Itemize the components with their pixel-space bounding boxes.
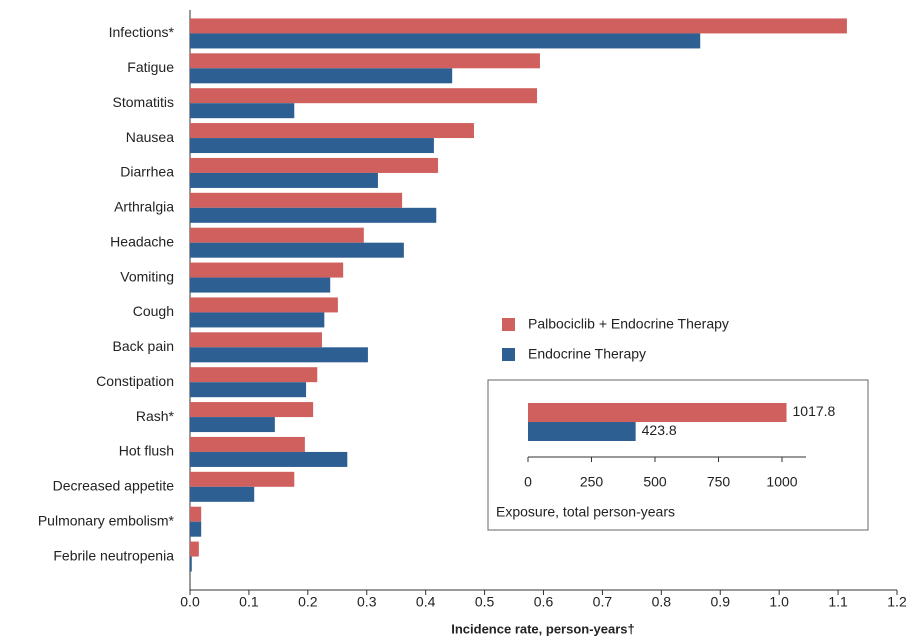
bar bbox=[190, 297, 338, 313]
category-label: Vomiting bbox=[120, 268, 174, 284]
bar bbox=[190, 68, 453, 84]
bar bbox=[190, 242, 404, 258]
bar bbox=[528, 403, 787, 422]
bar bbox=[190, 451, 348, 467]
bar bbox=[190, 347, 368, 363]
legend-label: Palbociclib + Endocrine Therapy bbox=[528, 316, 729, 332]
category-label: Rash* bbox=[136, 408, 175, 424]
bar bbox=[190, 157, 439, 173]
category-label: Stomatitis bbox=[113, 94, 174, 110]
category-label: Arthralgia bbox=[114, 199, 174, 215]
bar bbox=[528, 422, 636, 441]
bar bbox=[190, 541, 199, 557]
category-label: Back pain bbox=[113, 338, 174, 354]
value-label: 1017.8 bbox=[793, 403, 836, 419]
bar bbox=[190, 262, 344, 278]
bar bbox=[190, 486, 255, 502]
x-tick-label: 0.2 bbox=[298, 594, 318, 610]
bar bbox=[190, 382, 307, 398]
x-tick-label: 0.7 bbox=[593, 594, 613, 610]
bar bbox=[190, 312, 325, 328]
category-label: Febrile neutropenia bbox=[53, 547, 174, 563]
bar bbox=[190, 277, 331, 293]
legend-label: Endocrine Therapy bbox=[528, 346, 646, 362]
bar bbox=[190, 192, 403, 208]
bar bbox=[190, 436, 305, 452]
x-axis-label: Exposure, total person-years bbox=[496, 504, 675, 520]
bar bbox=[190, 103, 295, 119]
category-label: Decreased appetite bbox=[53, 478, 175, 494]
x-tick-label: 1.0 bbox=[769, 594, 789, 610]
x-tick-label: 0.3 bbox=[357, 594, 377, 610]
bar bbox=[190, 402, 314, 418]
category-label: Nausea bbox=[126, 129, 174, 145]
bar bbox=[190, 521, 202, 537]
x-tick-label: 750 bbox=[707, 474, 731, 490]
bar bbox=[190, 18, 847, 34]
category-label: Pulmonary embolism* bbox=[38, 512, 175, 528]
bar bbox=[190, 88, 538, 104]
bar bbox=[190, 53, 540, 69]
x-tick-label: 0.1 bbox=[239, 594, 259, 610]
category-label: Headache bbox=[110, 233, 174, 249]
x-tick-label: 0.6 bbox=[534, 594, 554, 610]
x-tick-label: 1.2 bbox=[887, 594, 907, 610]
bar bbox=[190, 227, 364, 243]
category-label: Infections* bbox=[109, 24, 175, 40]
legend-swatch bbox=[502, 348, 515, 361]
bar bbox=[190, 367, 318, 383]
bar bbox=[190, 556, 192, 572]
bar bbox=[190, 123, 474, 139]
legend-swatch bbox=[502, 318, 515, 331]
category-label: Constipation bbox=[96, 373, 174, 389]
category-label: Hot flush bbox=[119, 443, 174, 459]
x-tick-label: 250 bbox=[580, 474, 604, 490]
bar bbox=[190, 332, 322, 348]
category-label: Fatigue bbox=[127, 59, 174, 75]
x-tick-label: 0 bbox=[524, 474, 532, 490]
x-tick-label: 1000 bbox=[766, 474, 797, 490]
bar bbox=[190, 33, 701, 49]
x-tick-label: 0.4 bbox=[416, 594, 436, 610]
value-label: 423.8 bbox=[642, 422, 677, 438]
bar bbox=[190, 506, 202, 522]
category-label: Diarrhea bbox=[120, 164, 174, 180]
x-tick-label: 0.8 bbox=[652, 594, 672, 610]
bar bbox=[190, 417, 275, 433]
x-axis-label: Incidence rate, person-years† bbox=[451, 621, 635, 636]
x-tick-label: 1.1 bbox=[828, 594, 848, 610]
bar bbox=[190, 172, 378, 188]
x-tick-label: 500 bbox=[643, 474, 667, 490]
bar bbox=[190, 138, 434, 154]
bar bbox=[190, 207, 437, 223]
x-tick-label: 0.5 bbox=[475, 594, 495, 610]
x-tick-label: 0.9 bbox=[711, 594, 731, 610]
category-label: Cough bbox=[133, 303, 174, 319]
x-tick-label: 0.0 bbox=[180, 594, 200, 610]
bar bbox=[190, 471, 295, 487]
